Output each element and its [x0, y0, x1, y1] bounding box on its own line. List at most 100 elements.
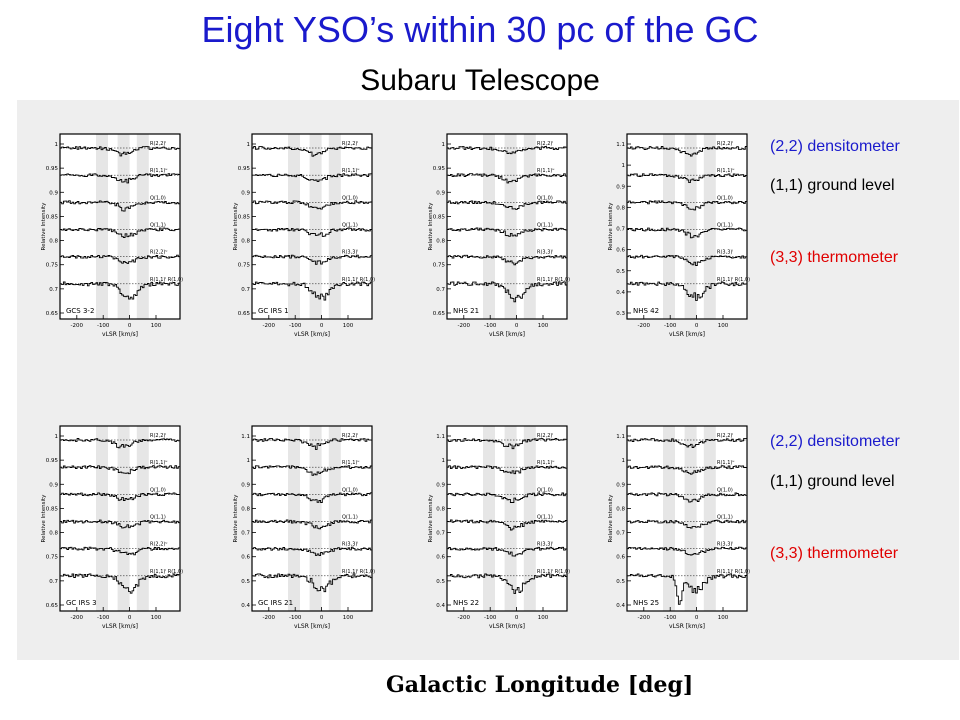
y-tick-label: 0.9 [241, 190, 250, 196]
x-tick-label: -100 [664, 323, 677, 329]
x-tick-label: -200 [263, 323, 276, 329]
spectrum-panel: R(2,2)ˡ R(1,1)ᵘ Q(1,0) Q(1,1) R(3,3)ˡ R(1,1)ˡ… [230, 128, 380, 343]
transition-label: R(1,1)ᵘ [342, 168, 359, 174]
bottom-ground-level-label: (1,1) ground level [770, 473, 895, 490]
shaded-band [504, 426, 517, 611]
transition-label: R(3,3)ˡ [717, 542, 733, 548]
x-tick-label: 100 [343, 615, 354, 621]
y-tick-label: 0.7 [436, 531, 445, 537]
source-name-label: GC IRS 3 [66, 599, 97, 607]
y-tick-label: 0.8 [616, 205, 625, 211]
spectrum-trace [627, 254, 748, 266]
y-tick-label: 0.95 [238, 166, 251, 172]
spectrum-trace [447, 281, 568, 303]
spectrum-trace [252, 573, 373, 593]
spectrum-plot: R(2,2)ˡ R(1,1)ᵘ Q(1,0) Q(1,1) R(2,2)ᵘ R(1,1)ˡ… [41, 425, 183, 630]
y-tick-label: 0.7 [49, 579, 58, 585]
spectrum-trace [252, 438, 373, 450]
spectrum-trace [252, 281, 373, 301]
transition-label: Q(1,1) [537, 223, 553, 229]
spectrum-trace [627, 519, 748, 529]
source-name-label: NHS 22 [453, 599, 479, 607]
top-thermometer-label: (3,3) thermometer [770, 249, 899, 266]
y-tick-label: 0.8 [436, 239, 445, 245]
x-tick-label: -200 [458, 615, 471, 621]
transition-label: R(2,2)ˡ [342, 141, 358, 147]
y-tick-label: 0.8 [241, 506, 250, 512]
y-tick-label: 0.9 [616, 482, 625, 488]
transition-label: R(1,1)ᵘ [150, 460, 167, 466]
y-tick-label: 0.4 [616, 290, 625, 296]
transition-label: Q(1,0) [717, 487, 733, 493]
y-tick-label: 0.9 [616, 184, 625, 190]
spectrum-trace [60, 254, 181, 264]
transition-label: R(3,3)ˡ [537, 250, 553, 256]
y-tick-label: 0.65 [238, 311, 251, 317]
y-tick-label: 0.6 [241, 555, 250, 561]
x-tick-label: 0 [128, 615, 132, 621]
transition-label: Q(1,1) [537, 515, 553, 521]
y-axis-label: Relative Intensity [428, 494, 434, 543]
spectrum-plot: R(2,2)ˡ R(1,1)ᵘ Q(1,0) Q(1,1) R(3,3)ˡ R(1,1)ˡ… [608, 425, 750, 630]
transition-label: R(2,2)ˡ [150, 433, 166, 439]
spectrum-trace [627, 200, 748, 211]
spectrum-trace [447, 200, 568, 210]
spectrum-trace [627, 546, 748, 556]
y-tick-label: 0.9 [49, 482, 58, 488]
y-tick-label: 0.65 [46, 311, 59, 317]
page-subtitle: Subaru Telescope [360, 64, 600, 97]
y-tick-label: 0.9 [241, 482, 250, 488]
spectrum-trace [627, 173, 748, 184]
spectrum-trace [447, 227, 568, 237]
spectrum-panel: R(2,2)ˡ R(1,1)ᵘ Q(1,0) Q(1,1) R(3,3)ˡ R(1,1)ˡ… [230, 420, 380, 635]
transition-label: R(1,1)ˡ R(1,0) [537, 569, 570, 575]
y-tick-label: 1 [442, 142, 446, 148]
spectrum-trace [447, 465, 568, 475]
transition-label: Q(1,1) [342, 223, 358, 229]
plot-frame [626, 133, 748, 320]
y-tick-label: 0.5 [616, 269, 625, 275]
spectrum-trace [252, 173, 373, 183]
x-tick-label: 100 [343, 323, 354, 329]
spectrum-trace [447, 438, 568, 450]
x-axis-label: vLSR [km/s] [102, 623, 138, 630]
shaded-band [328, 426, 341, 611]
y-tick-label: 0.85 [46, 506, 59, 512]
y-tick-label: 1.1 [616, 142, 625, 148]
x-tick-label: -100 [484, 323, 497, 329]
x-tick-label: 0 [320, 323, 324, 329]
y-tick-label: 0.9 [436, 482, 445, 488]
shaded-band [136, 426, 149, 611]
shaded-band [684, 134, 697, 319]
shaded-band [117, 426, 130, 611]
x-tick-label: 0 [515, 615, 519, 621]
y-tick-label: 0.6 [616, 555, 625, 561]
y-tick-label: 0.4 [616, 603, 625, 609]
x-axis-label: vLSR [km/s] [489, 331, 525, 338]
y-tick-label: 0.7 [616, 227, 625, 233]
transition-label: R(2,2)ᵘ [150, 542, 167, 548]
transition-label: Q(1,0) [537, 195, 553, 201]
spectrum-plot: R(2,2)ˡ R(1,1)ᵘ Q(1,0) Q(1,1) R(3,3)ˡ R(1,1)ˡ… [233, 133, 375, 338]
shaded-band [309, 426, 322, 611]
plot-frame [446, 133, 568, 320]
x-axis-label: vLSR [km/s] [669, 331, 705, 338]
top-densitometer-label: (2,2) densitometer [770, 138, 900, 155]
spectrum-trace [60, 573, 181, 594]
y-tick-label: 0.5 [241, 579, 250, 585]
spectrum-trace [60, 281, 181, 300]
plot-frame [59, 425, 181, 612]
transition-label: R(1,1)ˡ R(1,0) [717, 569, 750, 575]
y-tick-label: 1 [247, 142, 251, 148]
transition-label: R(1,1)ᵘ [717, 460, 734, 466]
spectrum-trace [60, 492, 181, 501]
y-tick-label: 1.1 [436, 434, 445, 440]
shaded-band [663, 426, 675, 611]
x-tick-label: -100 [97, 615, 110, 621]
x-tick-label: -200 [458, 323, 471, 329]
spectrum-trace [627, 492, 748, 503]
shaded-band [117, 134, 130, 319]
shaded-band [684, 426, 697, 611]
x-tick-label: 100 [151, 323, 162, 329]
y-tick-label: 0.7 [241, 531, 250, 537]
